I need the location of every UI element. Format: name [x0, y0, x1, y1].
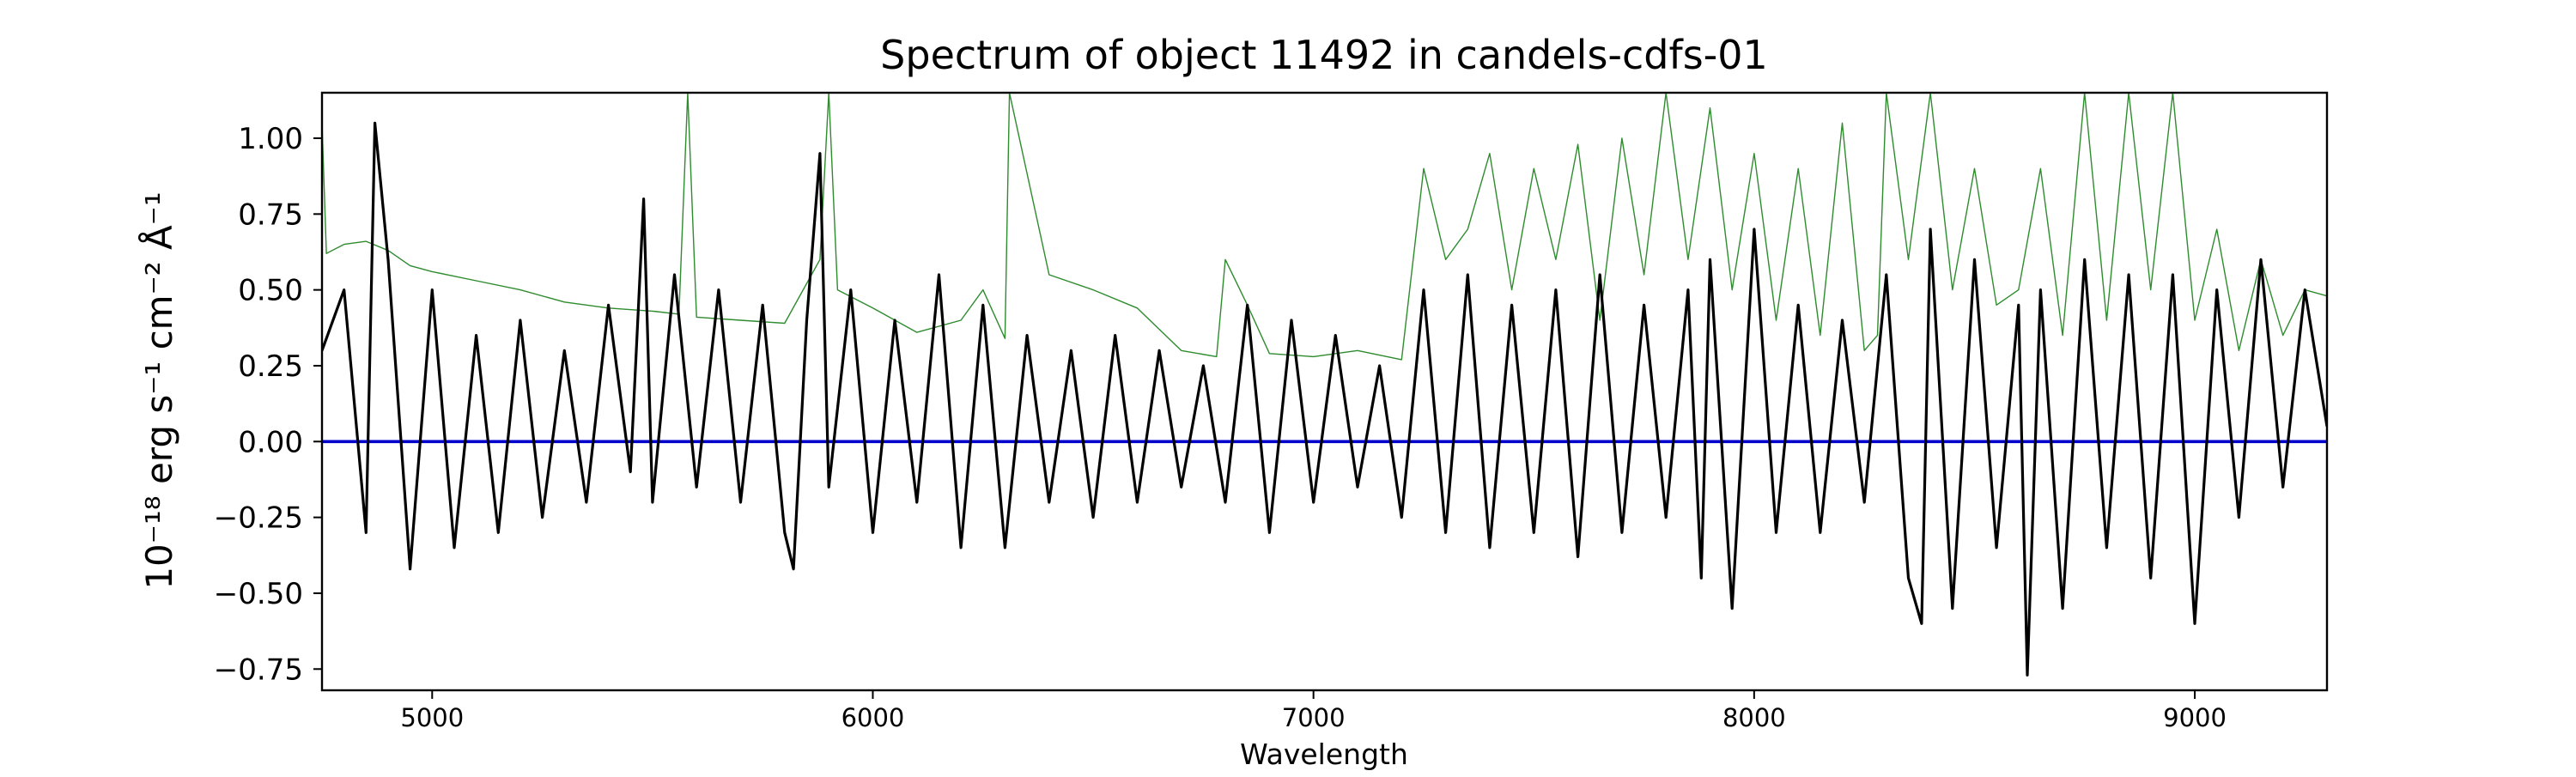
plot-frame — [320, 91, 2329, 692]
series-error-line — [322, 93, 2327, 361]
y-tick-label: −0.50 — [214, 577, 303, 611]
x-axis-label: Wavelength — [1240, 738, 1408, 771]
x-tick-label: 8000 — [1722, 703, 1786, 732]
chart-title: Spectrum of object 11492 in candels-cdfs… — [880, 32, 1768, 78]
y-tick-label: 0.25 — [238, 349, 303, 384]
x-axis: 5000 6000 7000 8000 9000 — [400, 690, 2227, 732]
y-tick-label: −0.75 — [214, 653, 303, 687]
y-tick-label: 0.00 — [238, 425, 303, 459]
y-axis-label: 10⁻¹⁸ erg s⁻¹ cm⁻² Å⁻¹ — [137, 191, 180, 589]
y-tick-label: 0.75 — [238, 197, 303, 232]
y-tick-label: −0.25 — [214, 501, 303, 536]
series-layer — [322, 93, 2327, 677]
x-tick-label: 5000 — [400, 703, 464, 732]
series-flux-line — [322, 121, 2327, 677]
x-tick-label: 6000 — [841, 703, 905, 732]
y-axis: −0.75 −0.50 −0.25 0.00 0.25 0.50 0.75 1.00 — [214, 122, 322, 687]
x-tick-label: 9000 — [2163, 703, 2227, 732]
y-tick-label: 1.00 — [238, 122, 303, 156]
x-tick-label: 7000 — [1282, 703, 1346, 732]
y-tick-label: 0.50 — [238, 274, 303, 308]
